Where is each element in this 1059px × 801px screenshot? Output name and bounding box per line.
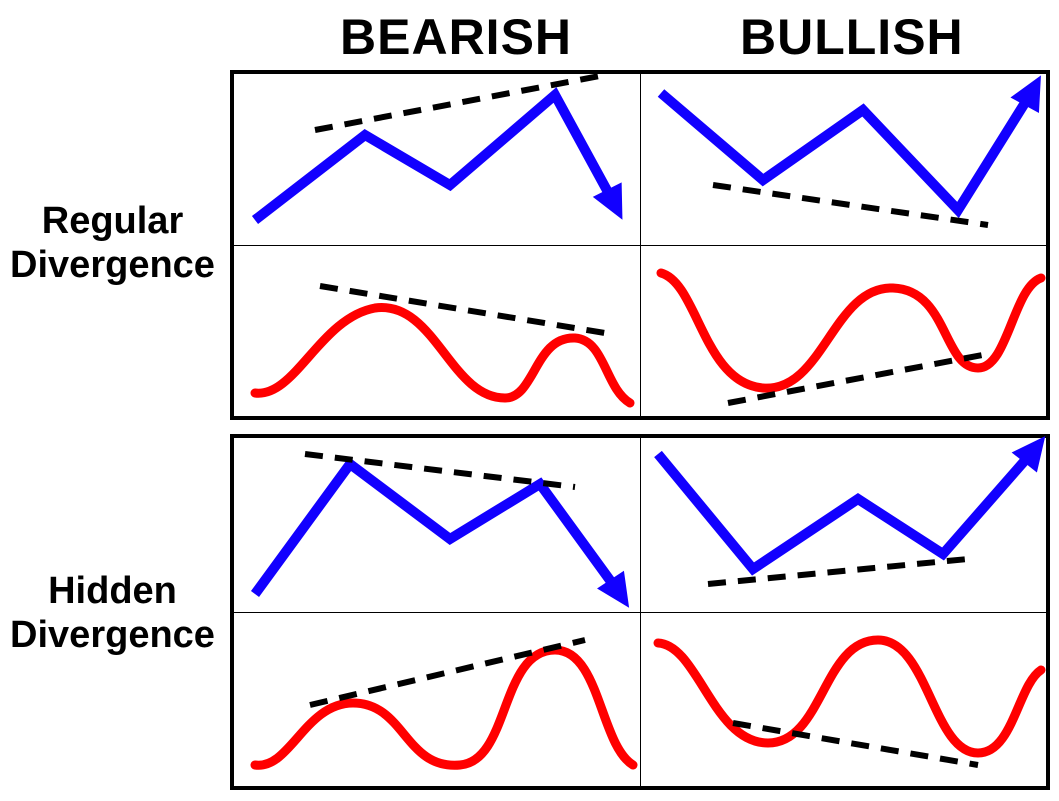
regular_bullish-price-line	[661, 90, 1033, 210]
hidden_bearish-price-line	[255, 464, 620, 594]
regular_bullish-indicator-line	[661, 273, 1041, 388]
hidden_bullish-indicator-line	[658, 640, 1041, 753]
hidden_bearish-indicator-trendline	[310, 640, 585, 705]
divergence-diagram: BEARISH BULLISH Regular Divergence Hidde…	[0, 0, 1059, 801]
regular_bullish-indicator-trendline	[728, 353, 993, 403]
hidden_bullish-price-line	[658, 449, 1035, 569]
diagram-svg	[0, 0, 1059, 801]
regular_bearish-price-line	[255, 95, 615, 220]
regular_bearish-indicator-line	[255, 308, 630, 403]
